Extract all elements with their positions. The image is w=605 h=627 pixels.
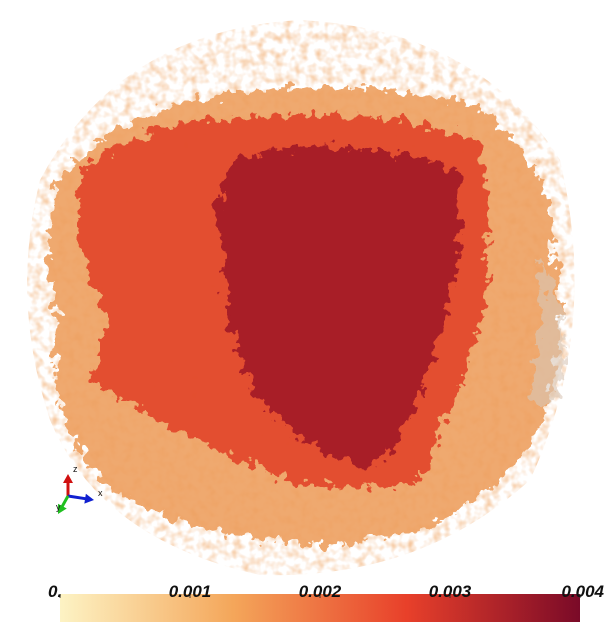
volume-render xyxy=(27,20,575,576)
axis-arrowhead xyxy=(58,503,67,514)
grey-edge xyxy=(530,260,565,408)
axis-label: z xyxy=(73,464,78,474)
axis-label: y xyxy=(56,502,61,512)
axis-arrow xyxy=(67,494,87,501)
tick-label: 0.001 xyxy=(169,582,212,601)
tick-label: 0. xyxy=(48,582,62,601)
axis-label: x xyxy=(98,488,103,498)
colorbar-bar xyxy=(60,594,580,622)
axis-arrowhead xyxy=(84,493,94,504)
tick-label: 0.002 xyxy=(299,582,342,601)
axis-arrowhead xyxy=(63,474,73,483)
colorbar: 0. 0.001 0.002 0.003 0.004 xyxy=(48,582,605,622)
axes-triad: z x y xyxy=(56,464,103,514)
tick-label: 0.004 xyxy=(561,582,604,601)
inner-core xyxy=(218,147,462,470)
tick-label: 0.003 xyxy=(429,582,472,601)
